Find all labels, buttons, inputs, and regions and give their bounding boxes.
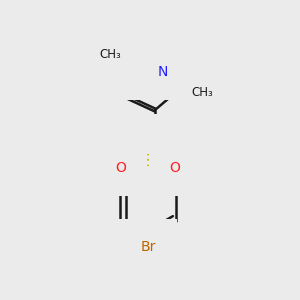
Text: N: N (158, 65, 168, 79)
Text: CH₃: CH₃ (191, 86, 213, 100)
Text: N: N (143, 135, 153, 149)
Text: O: O (169, 161, 180, 175)
Text: Br: Br (140, 240, 156, 254)
Text: S: S (143, 154, 153, 169)
Text: N: N (125, 65, 135, 79)
Text: O: O (116, 161, 126, 175)
Text: CH₃: CH₃ (99, 47, 121, 61)
Text: CH₃: CH₃ (114, 142, 136, 155)
